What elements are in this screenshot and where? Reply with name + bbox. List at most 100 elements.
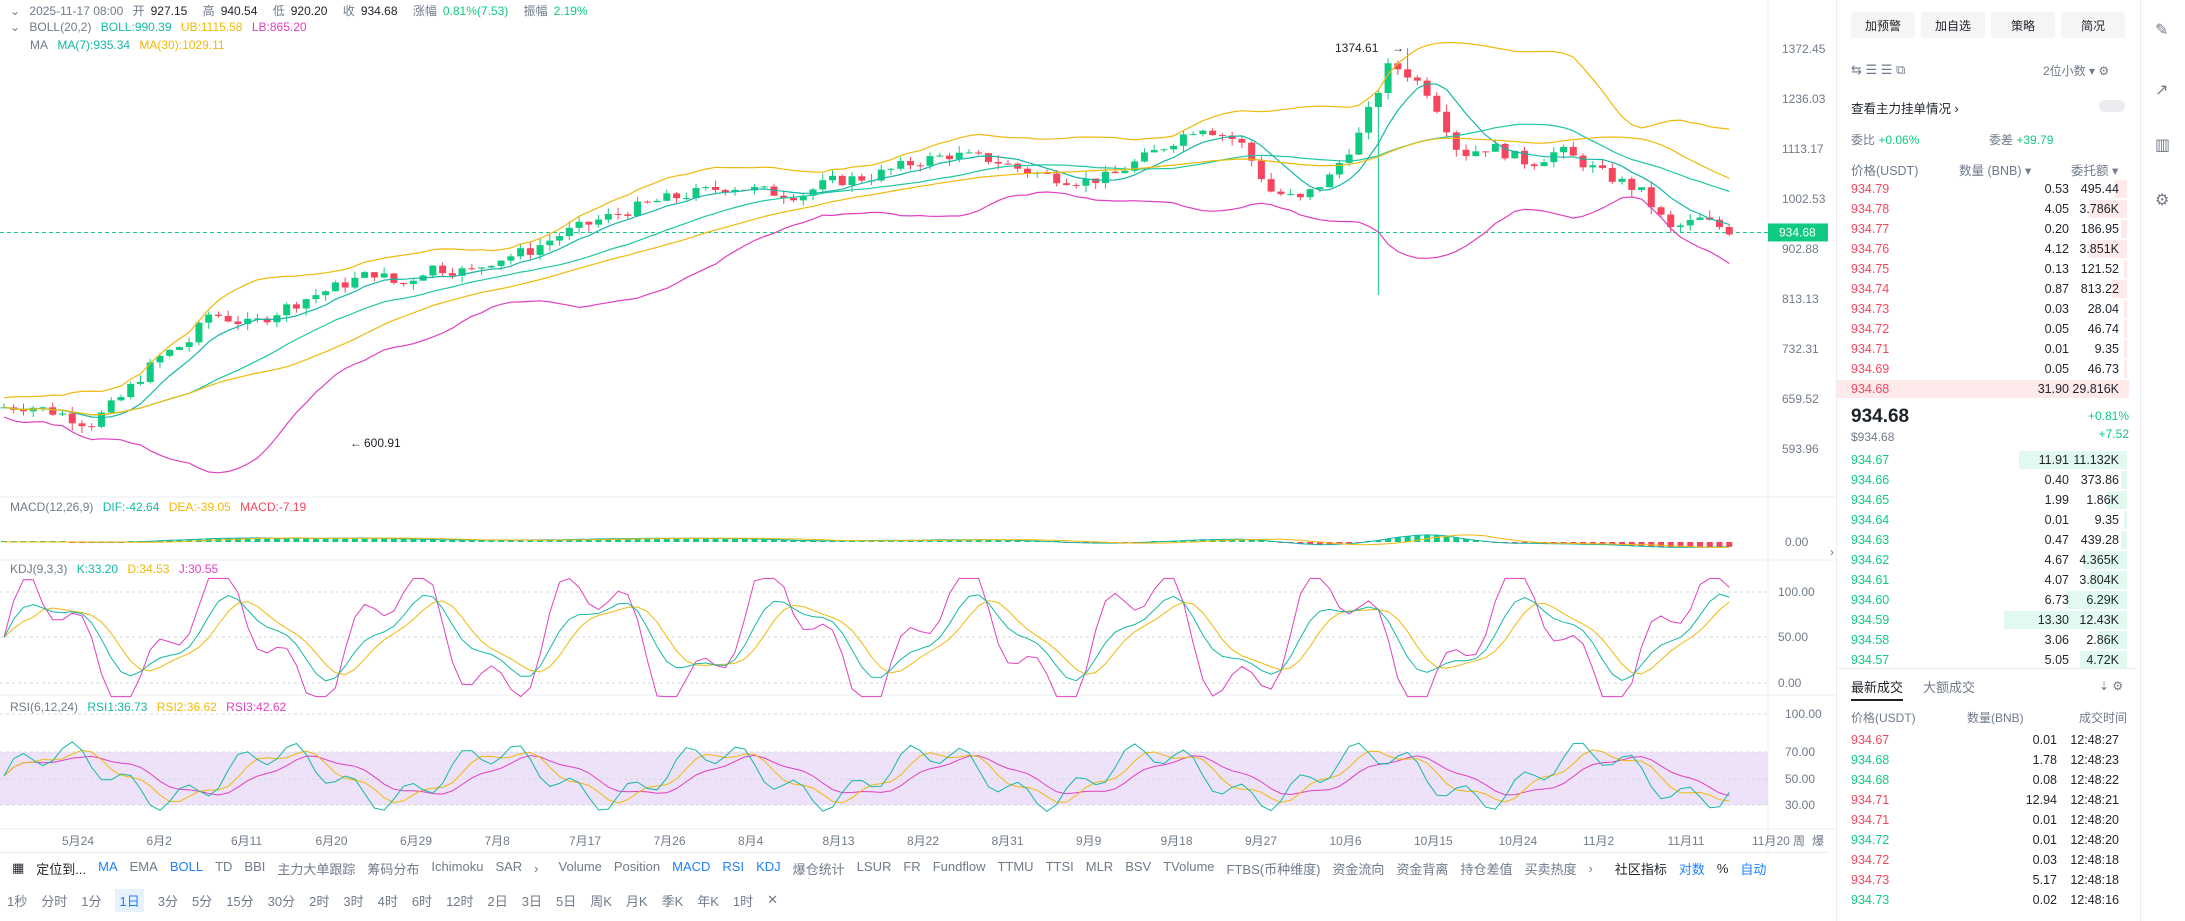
chevron-down-icon[interactable]: ⌄	[10, 20, 21, 34]
sub-indicator-13[interactable]: TVolume	[1163, 858, 1215, 874]
col-qty[interactable]: 数量 (BNB) ▾	[1959, 164, 2032, 178]
timeframe-2[interactable]: 1分	[81, 893, 102, 909]
ask-row[interactable]: 934.69 0.05 46.73	[1837, 359, 2127, 379]
main-indicator-3[interactable]: TD	[215, 858, 233, 874]
col-total[interactable]: 委托额 ▾	[2071, 164, 2119, 178]
timeframe-6[interactable]: 15分	[226, 893, 254, 909]
sub-indicator-0[interactable]: Volume	[558, 858, 602, 874]
bid-row[interactable]: 934.66 0.40 373.86	[1837, 470, 2127, 490]
watch-main-toggle[interactable]	[2099, 100, 2125, 112]
settings-icon[interactable]: ⇣ ⚙	[2099, 679, 2124, 693]
ask-row[interactable]: 934.68 31.90 29.816K	[1837, 379, 2129, 399]
sub-indicator-more-icon[interactable]: ›	[1588, 860, 1593, 876]
timeframe-4[interactable]: 3分	[157, 893, 178, 909]
main-indicator-more-icon[interactable]: ›	[534, 860, 539, 876]
timeframe-15[interactable]: 5日	[556, 893, 577, 909]
sub-indicator-4[interactable]: KDJ	[756, 858, 781, 874]
bid-row[interactable]: 934.57 5.05 4.72K	[1837, 650, 2127, 670]
date-axis-liq[interactable]: 爆	[1812, 834, 1824, 848]
sub-indicator-1[interactable]: Position	[613, 858, 661, 874]
sub-indicator-18[interactable]: 买卖热度	[1524, 861, 1577, 877]
main-indicator-4[interactable]: BBI	[244, 858, 266, 874]
sub-indicator-2[interactable]: MACD	[672, 858, 711, 874]
timeframe-9[interactable]: 3时	[343, 893, 364, 909]
locate-button[interactable]: 定位到...	[36, 861, 87, 877]
watch-main-orders-link[interactable]: 查看主力挂单情况 ›	[1851, 102, 1959, 116]
tab-large-trades[interactable]: 大额成交	[1923, 680, 1976, 695]
panel-button-0[interactable]: 加预警	[1851, 12, 1915, 38]
timeframe-14[interactable]: 3日	[521, 893, 542, 909]
community-indicator-button[interactable]: 社区指标	[1614, 861, 1667, 877]
close-icon[interactable]: ✕	[767, 892, 779, 907]
bid-row[interactable]: 934.63 0.47 439.28	[1837, 530, 2127, 550]
orderbook-view-icons[interactable]: ⇆ ☰ ☰ ⧉	[1851, 62, 1906, 77]
sub-indicator-7[interactable]: FR	[903, 858, 921, 874]
timeframe-13[interactable]: 2日	[487, 893, 508, 909]
log-scale-button[interactable]: 对数	[1678, 861, 1705, 877]
ask-row[interactable]: 934.79 0.53 495.44	[1837, 179, 2127, 199]
main-indicator-5[interactable]: 主力大单跟踪	[277, 861, 356, 877]
sub-indicator-14[interactable]: FTBS(币种维度)	[1226, 861, 1321, 877]
panel-button-3[interactable]: 简况	[2061, 12, 2125, 38]
timeframe-20[interactable]: 1时	[732, 893, 754, 909]
main-indicator-2[interactable]: BOLL	[169, 858, 204, 874]
panel-button-1[interactable]: 加自选	[1921, 12, 1985, 38]
timeframe-8[interactable]: 2时	[309, 893, 330, 909]
timeframe-12[interactable]: 12时	[446, 893, 474, 909]
main-indicator-7[interactable]: Ichimoku	[431, 858, 484, 874]
sub-indicator-8[interactable]: Fundflow	[932, 858, 986, 874]
ask-row[interactable]: 934.77 0.20 186.95	[1837, 219, 2127, 239]
tab-latest-trades[interactable]: 最新成交	[1851, 677, 1904, 701]
sub-indicator-5[interactable]: 爆仓统计	[792, 861, 845, 877]
precision-select[interactable]: 2位小数 ▾ ⚙	[2043, 64, 2110, 78]
main-indicator-1[interactable]: EMA	[129, 858, 158, 874]
timeframe-0[interactable]: 1秒	[7, 893, 28, 909]
bar-chart-icon[interactable]: ▥	[2155, 137, 2171, 154]
sub-indicator-12[interactable]: BSV	[1125, 858, 1152, 874]
bid-row[interactable]: 934.64 0.01 9.35	[1837, 510, 2127, 530]
bid-row[interactable]: 934.62 4.67 4.365K	[1837, 550, 2127, 570]
ask-row[interactable]: 934.75 0.13 121.52	[1837, 259, 2127, 279]
timeframe-18[interactable]: 季K	[661, 893, 684, 909]
panel-button-2[interactable]: 策略	[1991, 12, 2055, 38]
sub-indicator-3[interactable]: RSI	[722, 858, 745, 874]
chart-icon[interactable]: ↗	[2155, 82, 2169, 99]
ask-row[interactable]: 934.73 0.03 28.04	[1837, 299, 2127, 319]
kline-chart[interactable]: 1372.45 1236.03 1113.17 1002.53 902.88 813.13…	[0, 0, 1836, 852]
sub-indicator-16[interactable]: 资金背离	[1396, 861, 1449, 877]
ask-row[interactable]: 934.76 4.12 3.851K	[1837, 239, 2127, 259]
notes-icon[interactable]: ✎	[2155, 22, 2169, 39]
timeframe-10[interactable]: 4时	[377, 893, 398, 909]
timeframe-11[interactable]: 6时	[411, 893, 433, 909]
ask-row[interactable]: 934.74 0.87 813.22	[1837, 279, 2127, 299]
timeframe-19[interactable]: 年K	[697, 893, 719, 909]
bid-row[interactable]: 934.67 11.91 11.132K	[1837, 450, 2127, 470]
main-indicator-6[interactable]: 筹码分布	[367, 861, 420, 877]
main-indicator-8[interactable]: SAR	[495, 858, 523, 874]
panel-collapse-icon[interactable]: ›	[1830, 545, 1834, 559]
auto-scale-button[interactable]: 自动	[1740, 861, 1767, 877]
timeframe-5[interactable]: 5分	[191, 893, 213, 909]
ask-row[interactable]: 934.71 0.01 9.35	[1837, 339, 2127, 359]
main-indicator-0[interactable]: MA	[98, 858, 118, 874]
sub-indicator-6[interactable]: LSUR	[856, 858, 892, 874]
timeframe-1[interactable]: 分时	[41, 893, 68, 909]
timeframe-17[interactable]: 月K	[625, 893, 648, 909]
ask-row[interactable]: 934.78 4.05 3.786K	[1837, 199, 2127, 219]
bid-row[interactable]: 934.58 3.06 2.86K	[1837, 630, 2127, 650]
sub-indicator-17[interactable]: 持仓差值	[1460, 861, 1513, 877]
timeframe-7[interactable]: 30分	[267, 893, 296, 909]
bid-row[interactable]: 934.60 6.73 6.29K	[1837, 590, 2127, 610]
date-axis-week[interactable]: 周	[1793, 834, 1805, 848]
percent-scale-button[interactable]: %	[1716, 860, 1729, 876]
bid-row[interactable]: 934.59 13.30 12.43K	[1837, 610, 2127, 630]
bid-row[interactable]: 934.61 4.07 3.804K	[1837, 570, 2127, 590]
sub-indicator-15[interactable]: 资金流向	[1332, 861, 1385, 877]
calendar-icon[interactable]: ▦	[12, 860, 25, 875]
bid-row[interactable]: 934.65 1.99 1.86K	[1837, 490, 2127, 510]
ask-row[interactable]: 934.72 0.05 46.74	[1837, 319, 2127, 339]
timeframe-16[interactable]: 周K	[590, 893, 612, 909]
sub-indicator-10[interactable]: TTSI	[1045, 858, 1074, 874]
sub-indicator-11[interactable]: MLR	[1085, 858, 1114, 874]
timeframe-3[interactable]: 1日	[115, 888, 144, 912]
